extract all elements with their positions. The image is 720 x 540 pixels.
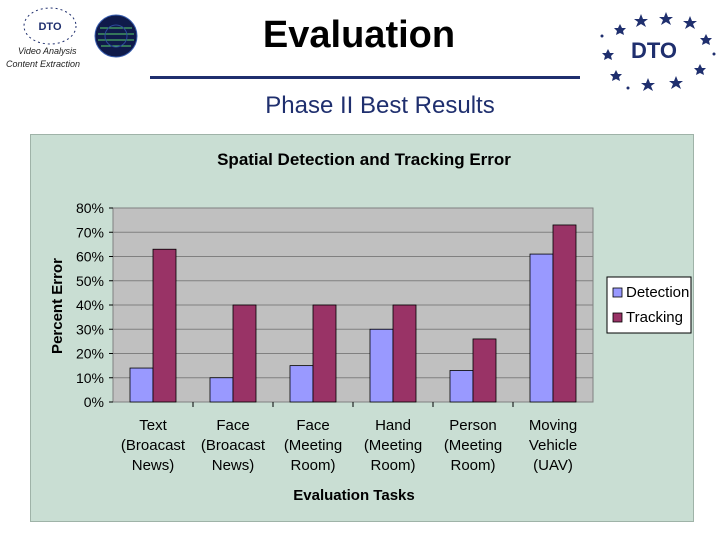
dto-logo-left: DTO bbox=[23, 7, 77, 45]
x-category-label-line: Vehicle bbox=[529, 437, 577, 454]
x-category-label-line: (Broacast bbox=[121, 437, 186, 454]
bar-tracking-6 bbox=[552, 224, 577, 403]
y-tick-label: 60% bbox=[76, 249, 104, 265]
bar-tracking-3 bbox=[312, 304, 337, 403]
x-category-label-line: News) bbox=[212, 457, 255, 474]
x-category-label-line: Person bbox=[449, 417, 497, 434]
page-subtitle: Phase II Best Results bbox=[265, 92, 495, 119]
bar-tracking-4 bbox=[392, 304, 417, 403]
y-tick-label: 20% bbox=[76, 346, 104, 362]
y-tick-label: 30% bbox=[76, 321, 104, 337]
bar-detection-4 bbox=[369, 328, 394, 403]
x-category-label: Moving Vehicle (UAV) bbox=[529, 417, 577, 474]
dto-logo-right-text: DTO bbox=[631, 38, 677, 63]
x-category-label-line: (Meeting bbox=[364, 437, 422, 454]
x-category-label: Person (Meeting Room) bbox=[444, 417, 502, 474]
bar-detection-6 bbox=[529, 253, 554, 403]
y-tick-label: 0% bbox=[84, 394, 104, 410]
legend-label-detection: Detection bbox=[626, 284, 689, 301]
x-category-label-line: Moving bbox=[529, 417, 577, 434]
bar-tracking-5 bbox=[472, 338, 497, 403]
dto-logo-left-text: DTO bbox=[38, 21, 61, 33]
legend-swatch-tracking bbox=[612, 312, 623, 323]
plot-area: 0% 10% 20% 30% 40% 50% 60% 70% 80% Text (Broacast N… bbox=[76, 200, 594, 474]
star-ring-icon bbox=[602, 12, 712, 91]
legend-box bbox=[606, 276, 692, 334]
caption-content-extraction: Content Extraction bbox=[6, 59, 81, 69]
x-category-label-line: (Meeting bbox=[444, 437, 502, 454]
caption-video-analysis: Video Analysis bbox=[18, 46, 77, 56]
page-title: Evaluation bbox=[262, 14, 456, 56]
bar-detection-1 bbox=[129, 367, 154, 403]
y-axis-title: Percent Error bbox=[49, 258, 66, 354]
legend-swatch-detection bbox=[612, 287, 623, 298]
x-category-label-line: (UAV) bbox=[533, 457, 573, 474]
bar-tracking-1 bbox=[152, 248, 177, 403]
x-category-label: Hand (Meeting Room) bbox=[364, 417, 422, 474]
x-category-label: Text (Broacast News) bbox=[121, 417, 186, 474]
bar-chart: Spatial Detection and Tracking Error 0% 1… bbox=[49, 150, 692, 504]
x-category-label-line: Face bbox=[216, 417, 249, 434]
title-underline-rule bbox=[150, 76, 580, 79]
x-category-label: Face (Meeting Room) bbox=[284, 417, 342, 474]
binary-globe-icon bbox=[94, 14, 138, 58]
x-category-label-line: Room) bbox=[450, 457, 495, 474]
bar-detection-2 bbox=[209, 377, 234, 403]
x-axis-title: Evaluation Tasks bbox=[293, 487, 414, 504]
legend-label-tracking: Tracking bbox=[626, 309, 683, 326]
x-category-label-line: Room) bbox=[370, 457, 415, 474]
x-category-label-line: (Meeting bbox=[284, 437, 342, 454]
x-category-label-line: Hand bbox=[375, 417, 411, 434]
bar-detection-5 bbox=[449, 370, 474, 403]
y-tick-label: 40% bbox=[76, 297, 104, 313]
x-category-label-line: Text bbox=[139, 417, 167, 434]
chart-legend: Detection Tracking bbox=[606, 276, 692, 334]
x-category-label-line: Face bbox=[296, 417, 329, 434]
y-tick-label: 70% bbox=[76, 224, 104, 240]
chart-title: Spatial Detection and Tracking Error bbox=[217, 150, 511, 169]
x-category-label-line: (Broacast bbox=[201, 437, 266, 454]
bar-tracking-2 bbox=[232, 304, 257, 403]
y-tick-label: 50% bbox=[76, 273, 104, 289]
x-category-label-line: Room) bbox=[290, 457, 335, 474]
dto-logo-right: DTO bbox=[600, 12, 716, 91]
x-category-label: Face (Broacast News) bbox=[201, 417, 266, 474]
bar-detection-3 bbox=[289, 365, 314, 403]
y-tick-label: 80% bbox=[76, 200, 104, 216]
chart-panel: Spatial Detection and Tracking Error 0% 1… bbox=[30, 134, 694, 522]
y-tick-label: 10% bbox=[76, 370, 104, 386]
x-category-label-line: News) bbox=[132, 457, 175, 474]
